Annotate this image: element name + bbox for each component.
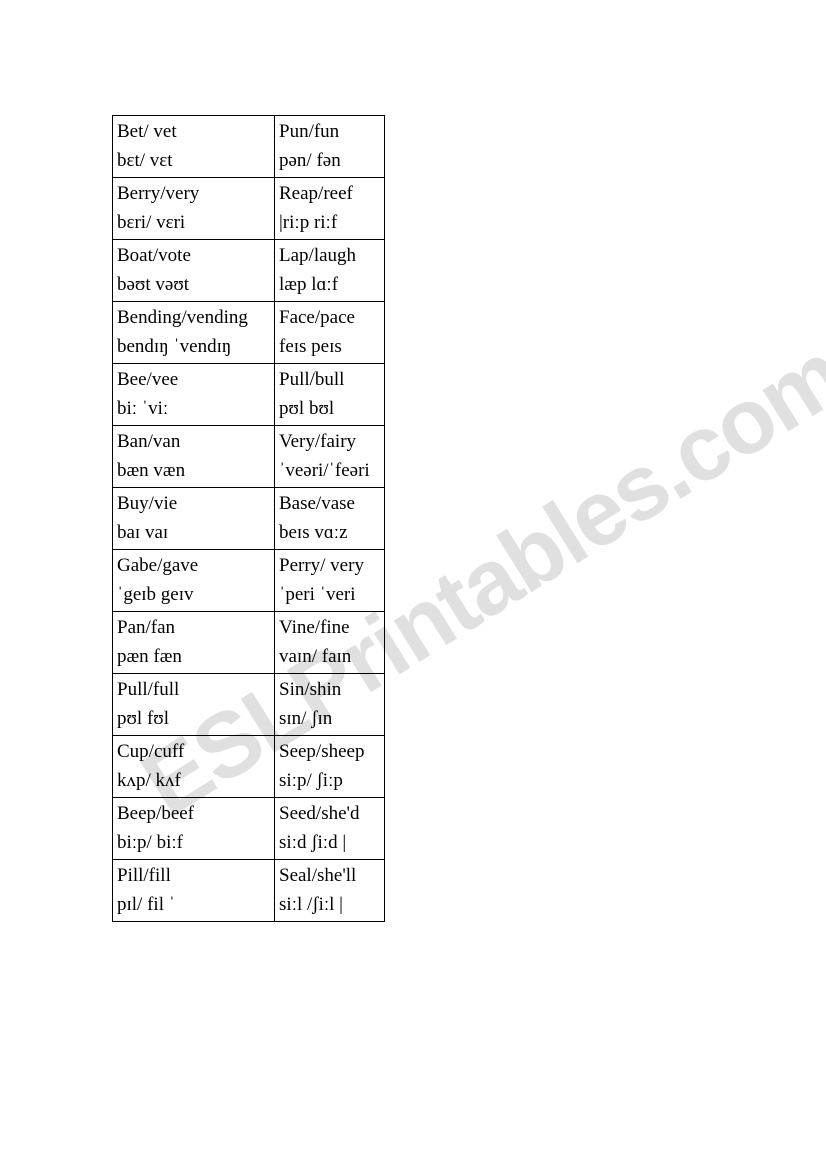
word-pair: Boat/vote (117, 242, 270, 271)
ipa-transcription: |riːp riːf (279, 209, 380, 238)
word-pair: Base/vase (279, 490, 380, 519)
ipa-transcription: beɪs vɑːz (279, 519, 380, 548)
word-pair: Reap/reef (279, 180, 380, 209)
table-row: Pan/fan pæn fæn Vine/fine vaɪn/ faɪn (113, 612, 385, 674)
table-row: Buy/vie baɪ vaɪ Base/vase beɪs vɑːz (113, 488, 385, 550)
ipa-transcription: biːp/ biːf (117, 829, 270, 858)
cell-left: Ban/van bæn væn (113, 426, 275, 488)
cell-left: Pill/fill pɪl/ fil ˈ (113, 860, 275, 922)
cell-left: Bee/vee biː ˈviː (113, 364, 275, 426)
document-page: Bet/ vet bɛt/ vɛt Pun/fun pən/ fən Berry… (0, 0, 826, 922)
cell-right: Face/pace feɪs peɪs (275, 302, 385, 364)
ipa-transcription: bendɪŋ ˈvendɪŋ (117, 333, 270, 362)
cell-left: Pull/full pʊl fʊl (113, 674, 275, 736)
ipa-transcription: pən/ fən (279, 147, 380, 176)
word-pair: Seep/sheep (279, 738, 380, 767)
table-row: Cup/cuff kʌp/ kʌf Seep/sheep siːp/ ʃiːp (113, 736, 385, 798)
cell-left: Gabe/gave ˈgeɪb geɪv (113, 550, 275, 612)
cell-right: Pull/bull pʊl bʊl (275, 364, 385, 426)
ipa-transcription: bæn væn (117, 457, 270, 486)
word-pair: Seed/she'd (279, 800, 380, 829)
cell-left: Beep/beef biːp/ biːf (113, 798, 275, 860)
cell-right: Seep/sheep siːp/ ʃiːp (275, 736, 385, 798)
word-pair: Buy/vie (117, 490, 270, 519)
ipa-transcription: pʊl fʊl (117, 705, 270, 734)
cell-left: Buy/vie baɪ vaɪ (113, 488, 275, 550)
word-pair: Beep/beef (117, 800, 270, 829)
ipa-transcription: bəʊt vəʊt (117, 271, 270, 300)
ipa-transcription: pæn fæn (117, 643, 270, 672)
word-pair: Bee/vee (117, 366, 270, 395)
word-pair: Perry/ very (279, 552, 380, 581)
table-row: Bet/ vet bɛt/ vɛt Pun/fun pən/ fən (113, 116, 385, 178)
cell-right: Very/fairy ˈveəri/ˈfeəri (275, 426, 385, 488)
cell-right: Lap/laugh læp lɑːf (275, 240, 385, 302)
cell-left: Bet/ vet bɛt/ vɛt (113, 116, 275, 178)
word-pair: Bet/ vet (117, 118, 270, 147)
word-pair: Pull/full (117, 676, 270, 705)
table-row: Berry/very bɛri/ vɛri Reap/reef |riːp ri… (113, 178, 385, 240)
word-pair: Sin/shin (279, 676, 380, 705)
word-pair: Pun/fun (279, 118, 380, 147)
cell-right: Sin/shin sɪn/ ʃɪn (275, 674, 385, 736)
minimal-pairs-table: Bet/ vet bɛt/ vɛt Pun/fun pən/ fən Berry… (112, 115, 385, 922)
ipa-transcription: siːl /ʃiːl | (279, 891, 380, 920)
table-row: Bending/vending bendɪŋ ˈvendɪŋ Face/pace… (113, 302, 385, 364)
word-pair: Bending/vending (117, 304, 270, 333)
word-pair: Vine/fine (279, 614, 380, 643)
ipa-transcription: ˈperi ˈveri (279, 581, 380, 610)
word-pair: Very/fairy (279, 428, 380, 457)
cell-left: Boat/vote bəʊt vəʊt (113, 240, 275, 302)
ipa-transcription: siːd ʃiːd | (279, 829, 380, 858)
word-pair: Pan/fan (117, 614, 270, 643)
cell-left: Pan/fan pæn fæn (113, 612, 275, 674)
cell-right: Perry/ very ˈperi ˈveri (275, 550, 385, 612)
word-pair: Gabe/gave (117, 552, 270, 581)
ipa-transcription: bɛri/ vɛri (117, 209, 270, 238)
word-pair: Pull/bull (279, 366, 380, 395)
ipa-transcription: vaɪn/ faɪn (279, 643, 380, 672)
word-pair: Berry/very (117, 180, 270, 209)
word-pair: Seal/she'll (279, 862, 380, 891)
cell-right: Seed/she'd siːd ʃiːd | (275, 798, 385, 860)
cell-left: Bending/vending bendɪŋ ˈvendɪŋ (113, 302, 275, 364)
cell-left: Cup/cuff kʌp/ kʌf (113, 736, 275, 798)
ipa-transcription: pʊl bʊl (279, 395, 380, 424)
table-row: Ban/van bæn væn Very/fairy ˈveəri/ˈfeəri (113, 426, 385, 488)
cell-right: Base/vase beɪs vɑːz (275, 488, 385, 550)
word-pair: Face/pace (279, 304, 380, 333)
ipa-transcription: biː ˈviː (117, 395, 270, 424)
cell-left: Berry/very bɛri/ vɛri (113, 178, 275, 240)
ipa-transcription: ˈgeɪb geɪv (117, 581, 270, 610)
ipa-transcription: sɪn/ ʃɪn (279, 705, 380, 734)
table-row: Boat/vote bəʊt vəʊt Lap/laugh læp lɑːf (113, 240, 385, 302)
ipa-transcription: læp lɑːf (279, 271, 380, 300)
ipa-transcription: ˈveəri/ˈfeəri (279, 457, 380, 486)
table-row: Pill/fill pɪl/ fil ˈ Seal/she'll siːl /ʃ… (113, 860, 385, 922)
table-row: Gabe/gave ˈgeɪb geɪv Perry/ very ˈperi ˈ… (113, 550, 385, 612)
table-row: Pull/full pʊl fʊl Sin/shin sɪn/ ʃɪn (113, 674, 385, 736)
word-pair: Ban/van (117, 428, 270, 457)
cell-right: Reap/reef |riːp riːf (275, 178, 385, 240)
table-row: Beep/beef biːp/ biːf Seed/she'd siːd ʃiː… (113, 798, 385, 860)
word-pair: Cup/cuff (117, 738, 270, 767)
ipa-transcription: bɛt/ vɛt (117, 147, 270, 176)
cell-right: Vine/fine vaɪn/ faɪn (275, 612, 385, 674)
ipa-transcription: feɪs peɪs (279, 333, 380, 362)
table-row: Bee/vee biː ˈviː Pull/bull pʊl bʊl (113, 364, 385, 426)
word-pair: Pill/fill (117, 862, 270, 891)
cell-right: Seal/she'll siːl /ʃiːl | (275, 860, 385, 922)
ipa-transcription: kʌp/ kʌf (117, 767, 270, 796)
table-body: Bet/ vet bɛt/ vɛt Pun/fun pən/ fən Berry… (113, 116, 385, 922)
ipa-transcription: siːp/ ʃiːp (279, 767, 380, 796)
ipa-transcription: pɪl/ fil ˈ (117, 891, 270, 920)
cell-right: Pun/fun pən/ fən (275, 116, 385, 178)
word-pair: Lap/laugh (279, 242, 380, 271)
ipa-transcription: baɪ vaɪ (117, 519, 270, 548)
